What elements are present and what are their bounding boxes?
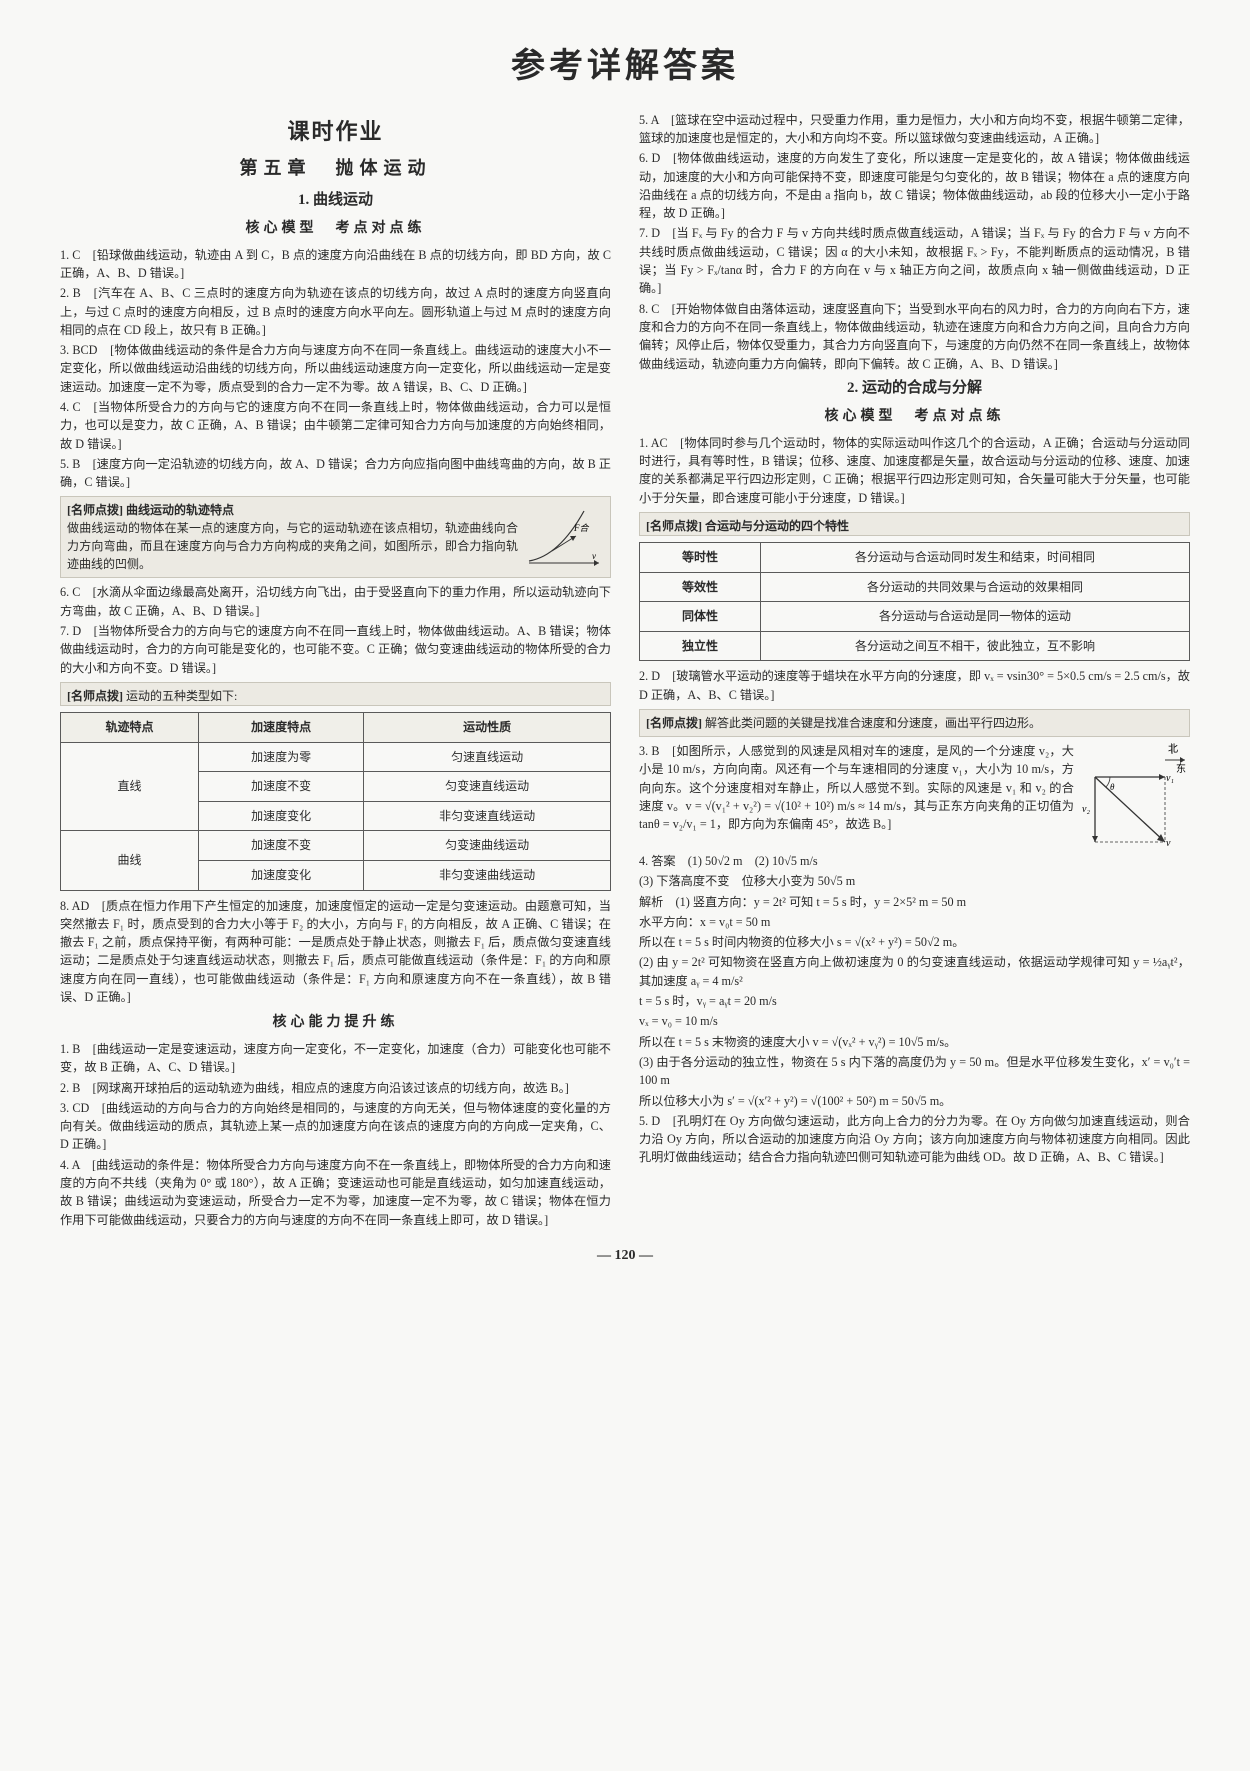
svg-text:东: 东 (1176, 762, 1186, 775)
answer-1c: 1. C [铅球做曲线运动，轨迹由 A 到 C，B 点的速度方向沿曲线在 B 点… (60, 246, 611, 283)
topic-heading-1: 1. 曲线运动 (60, 189, 611, 212)
answer-r4-f: (2) 由 y = 2t² 可知物资在竖直方向上做初速度为 0 的匀变速直线运动… (639, 953, 1190, 990)
td: 匀速直线运动 (364, 742, 611, 772)
motion-types-table: 轨迹特点 加速度特点 运动性质 直线 加速度为零 匀速直线运动 加速度不变 匀变… (60, 712, 611, 891)
td-prop: 同体性 (640, 602, 761, 632)
tip-text-r2: 解答此类问题的关键是找准合速度和分速度，画出平行四边形。 (705, 716, 1041, 730)
tip-box-parallelogram: [名师点拨] 解答此类问题的关键是找准合速度和分速度，画出平行四边形。 (639, 709, 1190, 737)
answer-r4-k: 所以位移大小为 s′ = √(x′² + y²) = √(100² + 50²)… (639, 1092, 1190, 1110)
answer-c3cd: 3. CD [曲线运动的方向与合力的方向始终是相同的，与速度的方向无关，但与物体… (60, 1099, 611, 1154)
svg-text:北: 北 (1168, 743, 1178, 755)
answer-3bcd: 3. BCD [物体做曲线运动的条件是合力方向与速度方向不在同一条直线上。曲线运… (60, 341, 611, 396)
tip-box-trajectory: [名师点拨] 曲线运动的轨迹特点 做曲线运动的物体在某一点的速度方向，与它的运动… (60, 496, 611, 578)
answer-c4a: 4. A [曲线运动的条件是：物体所受合力方向与速度方向不在一条直线上，即物体所… (60, 1156, 611, 1229)
page-title: 参考详解答案 (60, 40, 1190, 93)
answer-8c: 8. C [开始物体做自由落体运动，速度竖直向下；当受到水平向右的风力时，合力的… (639, 300, 1190, 373)
td-line: 直线 (61, 742, 199, 831)
trajectory-figure: v F合 (524, 501, 604, 571)
four-properties-table: 等时性 各分运动与合运动同时发生和结束，时间相同 等效性 各分运动的共同效果与合… (639, 542, 1190, 661)
td: 加速度不变 (199, 831, 364, 861)
answer-c1b: 1. B [曲线运动一定是变速运动，速度方向一定变化，不一定变化，加速度（合力）… (60, 1040, 611, 1077)
td-curve: 曲线 (61, 831, 199, 890)
tip-text: 做曲线运动的物体在某一点的速度方向，与它的运动轨迹在该点相切，轨迹曲线向合力方向… (67, 521, 518, 571)
td: 加速度变化 (199, 801, 364, 831)
answer-6c: 6. C [水滴从伞面边缘最高处离开，沿切线方向飞出，由于受竖直向下的重力作用，… (60, 583, 611, 620)
answer-r1ac: 1. AC [物体同时参与几个运动时，物体的实际运动叫作这几个的合运动，A 正确… (639, 434, 1190, 507)
answer-r4-d: 水平方向：x = v₀t = 50 m (639, 913, 1190, 931)
answer-2b: 2. B [汽车在 A、B、C 三点时的速度方向为轨迹在该点的切线方向，故过 A… (60, 284, 611, 339)
tip-label-r2: [名师点拨] (646, 716, 702, 730)
tip-title-r1: 合运动与分运动的四个特性 (705, 519, 849, 533)
td: 匀变速直线运动 (364, 772, 611, 802)
td-desc: 各分运动与合运动是同一物体的运动 (761, 602, 1190, 632)
answer-5a: 5. A [篮球在空中运动过程中，只受重力作用，重力是恒力，大小和方向均不变，根… (639, 111, 1190, 148)
model-heading-2: 核心模型 考点对点练 (639, 406, 1190, 428)
model-heading-1: 核心模型 考点对点练 (60, 218, 611, 240)
svg-text:θ: θ (1110, 782, 1115, 792)
tip-label: [名师点拨] (67, 503, 123, 517)
td: 非匀变速曲线运动 (364, 860, 611, 890)
answer-r4-g: t = 5 s 时，vᵧ = aᵧt = 20 m/s (639, 992, 1190, 1010)
answer-r4-h: vₓ = v₀ = 10 m/s (639, 1012, 1190, 1030)
td: 加速度变化 (199, 860, 364, 890)
answer-r4-c: 解析 (1) 竖直方向：y = 2t² 可知 t = 5 s 时，y = 2×5… (639, 893, 1190, 911)
tip-title: 曲线运动的轨迹特点 (126, 503, 234, 517)
answer-7d: 7. D [当物体所受合力的方向与它的速度方向不在同一直线上时，物体做曲线运动。… (60, 622, 611, 677)
td: 加速度为零 (199, 742, 364, 772)
tip-box-five-types: [名师点拨] 运动的五种类型如下: (60, 682, 611, 706)
answer-r4-e: 所以在 t = 5 s 时间内物资的位移大小 s = √(x² + y²) = … (639, 933, 1190, 951)
answer-c2b: 2. B [网球离开球拍后的运动轨迹为曲线，相应点的速度方向沿该过该点的切线方向… (60, 1079, 611, 1097)
td-desc: 各分运动与合运动同时发生和结束，时间相同 (761, 542, 1190, 572)
wind-vector-figure: 北 东 v₁ v₂ v θ (1080, 742, 1190, 852)
svg-text:v₂: v₂ (1082, 804, 1090, 815)
th-acceleration: 加速度特点 (199, 712, 364, 742)
answer-r4-j: (3) 由于各分运动的独立性，物资在 5 s 内下落的高度仍为 y = 50 m… (639, 1053, 1190, 1090)
answer-8ad: 8. AD [质点在恒力作用下产生恒定的加速度，加速度恒定的运动一定是匀变速运动… (60, 897, 611, 1007)
td-prop: 独立性 (640, 631, 761, 661)
td: 匀变速曲线运动 (364, 831, 611, 861)
answer-r4-i: 所以在 t = 5 s 末物资的速度大小 v = √(vₓ² + vᵧ²) = … (639, 1033, 1190, 1051)
topic-heading-2: 2. 运动的合成与分解 (639, 377, 1190, 400)
chapter-heading: 第五章 抛体运动 (60, 155, 611, 183)
td-desc: 各分运动之间互不相干，彼此独立，互不影响 (761, 631, 1190, 661)
svg-text:v: v (1166, 838, 1171, 849)
two-column-layout: 课时作业 第五章 抛体运动 1. 曲线运动 核心模型 考点对点练 1. C [铅… (60, 111, 1190, 1231)
answer-r4-b: (3) 下落高度不变 位移大小变为 50√5 m (639, 872, 1190, 890)
tip-title-2: 运动的五种类型如下: (126, 689, 237, 703)
answer-r2d: 2. D [玻璃管水平运动的速度等于蜡块在水平方向的分速度，即 vₓ = vsi… (639, 667, 1190, 704)
tip-label-2: [名师点拨] (67, 689, 123, 703)
answer-r3b: 3. B [如图所示，人感觉到的风速是风相对车的速度，是风的一个分速度 v₂，大… (639, 742, 1074, 833)
td-desc: 各分运动的共同效果与合运动的效果相同 (761, 572, 1190, 602)
answer-6d: 6. D [物体做曲线运动，速度的方向发生了变化，所以速度一定是变化的，故 A … (639, 149, 1190, 222)
td-prop: 等时性 (640, 542, 761, 572)
right-column: 5. A [篮球在空中运动过程中，只受重力作用，重力是恒力，大小和方向均不变，根… (639, 111, 1190, 1231)
answer-r5d: 5. D [孔明灯在 Oy 方向做匀速运动，此方向上合力的分力为零。在 Oy 方… (639, 1112, 1190, 1167)
section-heading: 课时作业 (60, 115, 611, 149)
td: 非匀变速直线运动 (364, 801, 611, 831)
answer-7d-r: 7. D [当 Fₓ 与 Fy 的合力 F 与 v 方向共线时质点做直线运动，A… (639, 224, 1190, 297)
th-trajectory: 轨迹特点 (61, 712, 199, 742)
svg-text:v: v (592, 551, 596, 561)
td-prop: 等效性 (640, 572, 761, 602)
answer-r4-a: 4. 答案 (1) 50√2 m (2) 10√5 m/s (639, 852, 1190, 870)
tip-label-r1: [名师点拨] (646, 519, 702, 533)
tip-box-four-properties: [名师点拨] 合运动与分运动的四个特性 (639, 512, 1190, 536)
th-motion-type: 运动性质 (364, 712, 611, 742)
td: 加速度不变 (199, 772, 364, 802)
svg-text:F合: F合 (573, 523, 589, 533)
answer-5b: 5. B [速度方向一定沿轨迹的切线方向，故 A、D 错误；合力方向应指向图中曲… (60, 455, 611, 492)
answer-4c: 4. C [当物体所受合力的方向与它的速度方向不在同一条直线上时，物体做曲线运动… (60, 398, 611, 453)
core-ability-heading: 核心能力提升练 (60, 1012, 611, 1034)
left-column: 课时作业 第五章 抛体运动 1. 曲线运动 核心模型 考点对点练 1. C [铅… (60, 111, 611, 1231)
svg-text:v₁: v₁ (1166, 773, 1174, 784)
page-number: — 120 — (60, 1245, 1190, 1267)
